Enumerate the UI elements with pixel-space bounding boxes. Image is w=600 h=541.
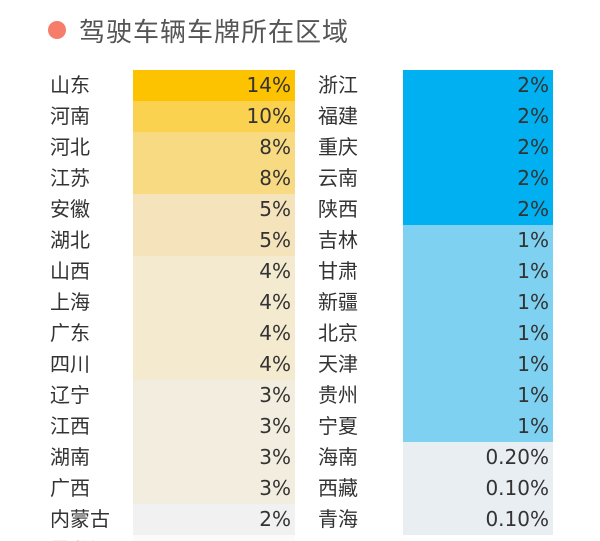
region-name: 福建 — [318, 104, 358, 128]
region-name: 新疆 — [318, 290, 358, 314]
left-region-row: 江苏 8% — [50, 163, 300, 194]
right-region-row: 云南 2% — [318, 163, 558, 194]
value-cell: 1% — [403, 225, 553, 256]
right-region-row: 海南 0.20% — [318, 442, 558, 473]
region-name: 湖北 — [50, 228, 90, 252]
region-name: 四川 — [50, 352, 90, 376]
value-cell: 3% — [133, 442, 295, 473]
left-region-row: 广西 3% — [50, 473, 300, 504]
left-region-row: 山东 14% — [50, 70, 300, 101]
right-region-row: 西藏 0.10% — [318, 473, 558, 504]
region-name: 辽宁 — [50, 383, 90, 407]
value-cell: 0.20% — [403, 442, 553, 473]
left-region-row: 湖南 3% — [50, 442, 300, 473]
value-cell: 3% — [133, 473, 295, 504]
region-name: 甘肃 — [318, 259, 358, 283]
region-name: 黑龙江 — [50, 535, 110, 541]
region-name: 天津 — [318, 352, 358, 376]
region-name: 西藏 — [318, 476, 358, 500]
region-name: 广东 — [50, 321, 90, 345]
left-region-row: 湖北 5% — [50, 225, 300, 256]
left-region-row: 河南 10% — [50, 101, 300, 132]
value-cell: 4% — [133, 318, 295, 349]
region-name: 云南 — [318, 166, 358, 190]
right-region-row: 陕西 2% — [318, 194, 558, 225]
right-region-row: 宁夏 1% — [318, 411, 558, 442]
left-region-row: 广东 4% — [50, 318, 300, 349]
region-name: 江苏 — [50, 166, 90, 190]
title-bullet-dot — [48, 21, 66, 39]
region-name: 上海 — [50, 290, 90, 314]
right-region-row: 北京 1% — [318, 318, 558, 349]
value-cell: 5% — [133, 194, 295, 225]
value-cell: 2% — [403, 101, 553, 132]
value-cell: 1% — [403, 287, 553, 318]
value-cell: 4% — [133, 256, 295, 287]
right-region-row: 福建 2% — [318, 101, 558, 132]
region-name: 贵州 — [318, 383, 358, 407]
region-name: 海南 — [318, 445, 358, 469]
right-region-row: 天津 1% — [318, 349, 558, 380]
left-region-row: 四川 4% — [50, 349, 300, 380]
region-name: 湖南 — [50, 445, 90, 469]
region-name: 河北 — [50, 135, 90, 159]
value-cell: 2% — [403, 132, 553, 163]
right-region-row: 青海 0.10% — [318, 504, 558, 535]
region-name: 江西 — [50, 414, 90, 438]
right-region-row: 新疆 1% — [318, 287, 558, 318]
region-name: 广西 — [50, 476, 90, 500]
value-cell: 1% — [403, 256, 553, 287]
region-name: 内蒙古 — [50, 507, 110, 531]
partial-region-row: 黑龙江 2% — [50, 535, 300, 541]
value-cell: 1% — [403, 318, 553, 349]
right-region-row: 重庆 2% — [318, 132, 558, 163]
left-region-row: 河北 8% — [50, 132, 300, 163]
value-cell: 14% — [133, 70, 295, 101]
value-cell: 1% — [403, 380, 553, 411]
value-cell: 2% — [403, 70, 553, 101]
left-region-row: 江西 3% — [50, 411, 300, 442]
value-cell: 4% — [133, 287, 295, 318]
value-cell: 3% — [133, 380, 295, 411]
chart-title: 驾驶车辆车牌所在区域 — [48, 12, 349, 48]
value-cell: 0.10% — [403, 504, 553, 535]
right-region-row: 吉林 1% — [318, 225, 558, 256]
value-cell: 8% — [133, 132, 295, 163]
left-region-row: 上海 4% — [50, 287, 300, 318]
right-region-row: 贵州 1% — [318, 380, 558, 411]
region-name: 山西 — [50, 259, 90, 283]
value-cell: 1% — [403, 411, 553, 442]
value-cell: 10% — [133, 101, 295, 132]
region-name: 陕西 — [318, 197, 358, 221]
region-name: 重庆 — [318, 135, 358, 159]
right-region-row: 甘肃 1% — [318, 256, 558, 287]
value-cell: 8% — [133, 163, 295, 194]
region-name: 宁夏 — [318, 414, 358, 438]
left-region-row: 辽宁 3% — [50, 380, 300, 411]
value-cell: 2% — [133, 504, 295, 535]
chart-title-text: 驾驶车辆车牌所在区域 — [79, 17, 350, 48]
right-region-row: 浙江 2% — [318, 70, 558, 101]
region-name: 安徽 — [50, 197, 90, 221]
value-cell: 2% — [133, 535, 295, 541]
region-name: 青海 — [318, 507, 358, 531]
value-cell: 5% — [133, 225, 295, 256]
left-region-row: 内蒙古 2% — [50, 504, 300, 535]
value-cell: 4% — [133, 349, 295, 380]
region-name: 北京 — [318, 321, 358, 345]
value-cell: 2% — [403, 194, 553, 225]
left-region-row: 安徽 5% — [50, 194, 300, 225]
value-cell: 2% — [403, 163, 553, 194]
value-cell: 3% — [133, 411, 295, 442]
region-name: 河南 — [50, 104, 90, 128]
value-cell: 0.10% — [403, 473, 553, 504]
value-cell: 1% — [403, 349, 553, 380]
region-name: 吉林 — [318, 228, 358, 252]
region-name: 浙江 — [318, 73, 358, 97]
region-name: 山东 — [50, 73, 90, 97]
left-region-row: 山西 4% — [50, 256, 300, 287]
